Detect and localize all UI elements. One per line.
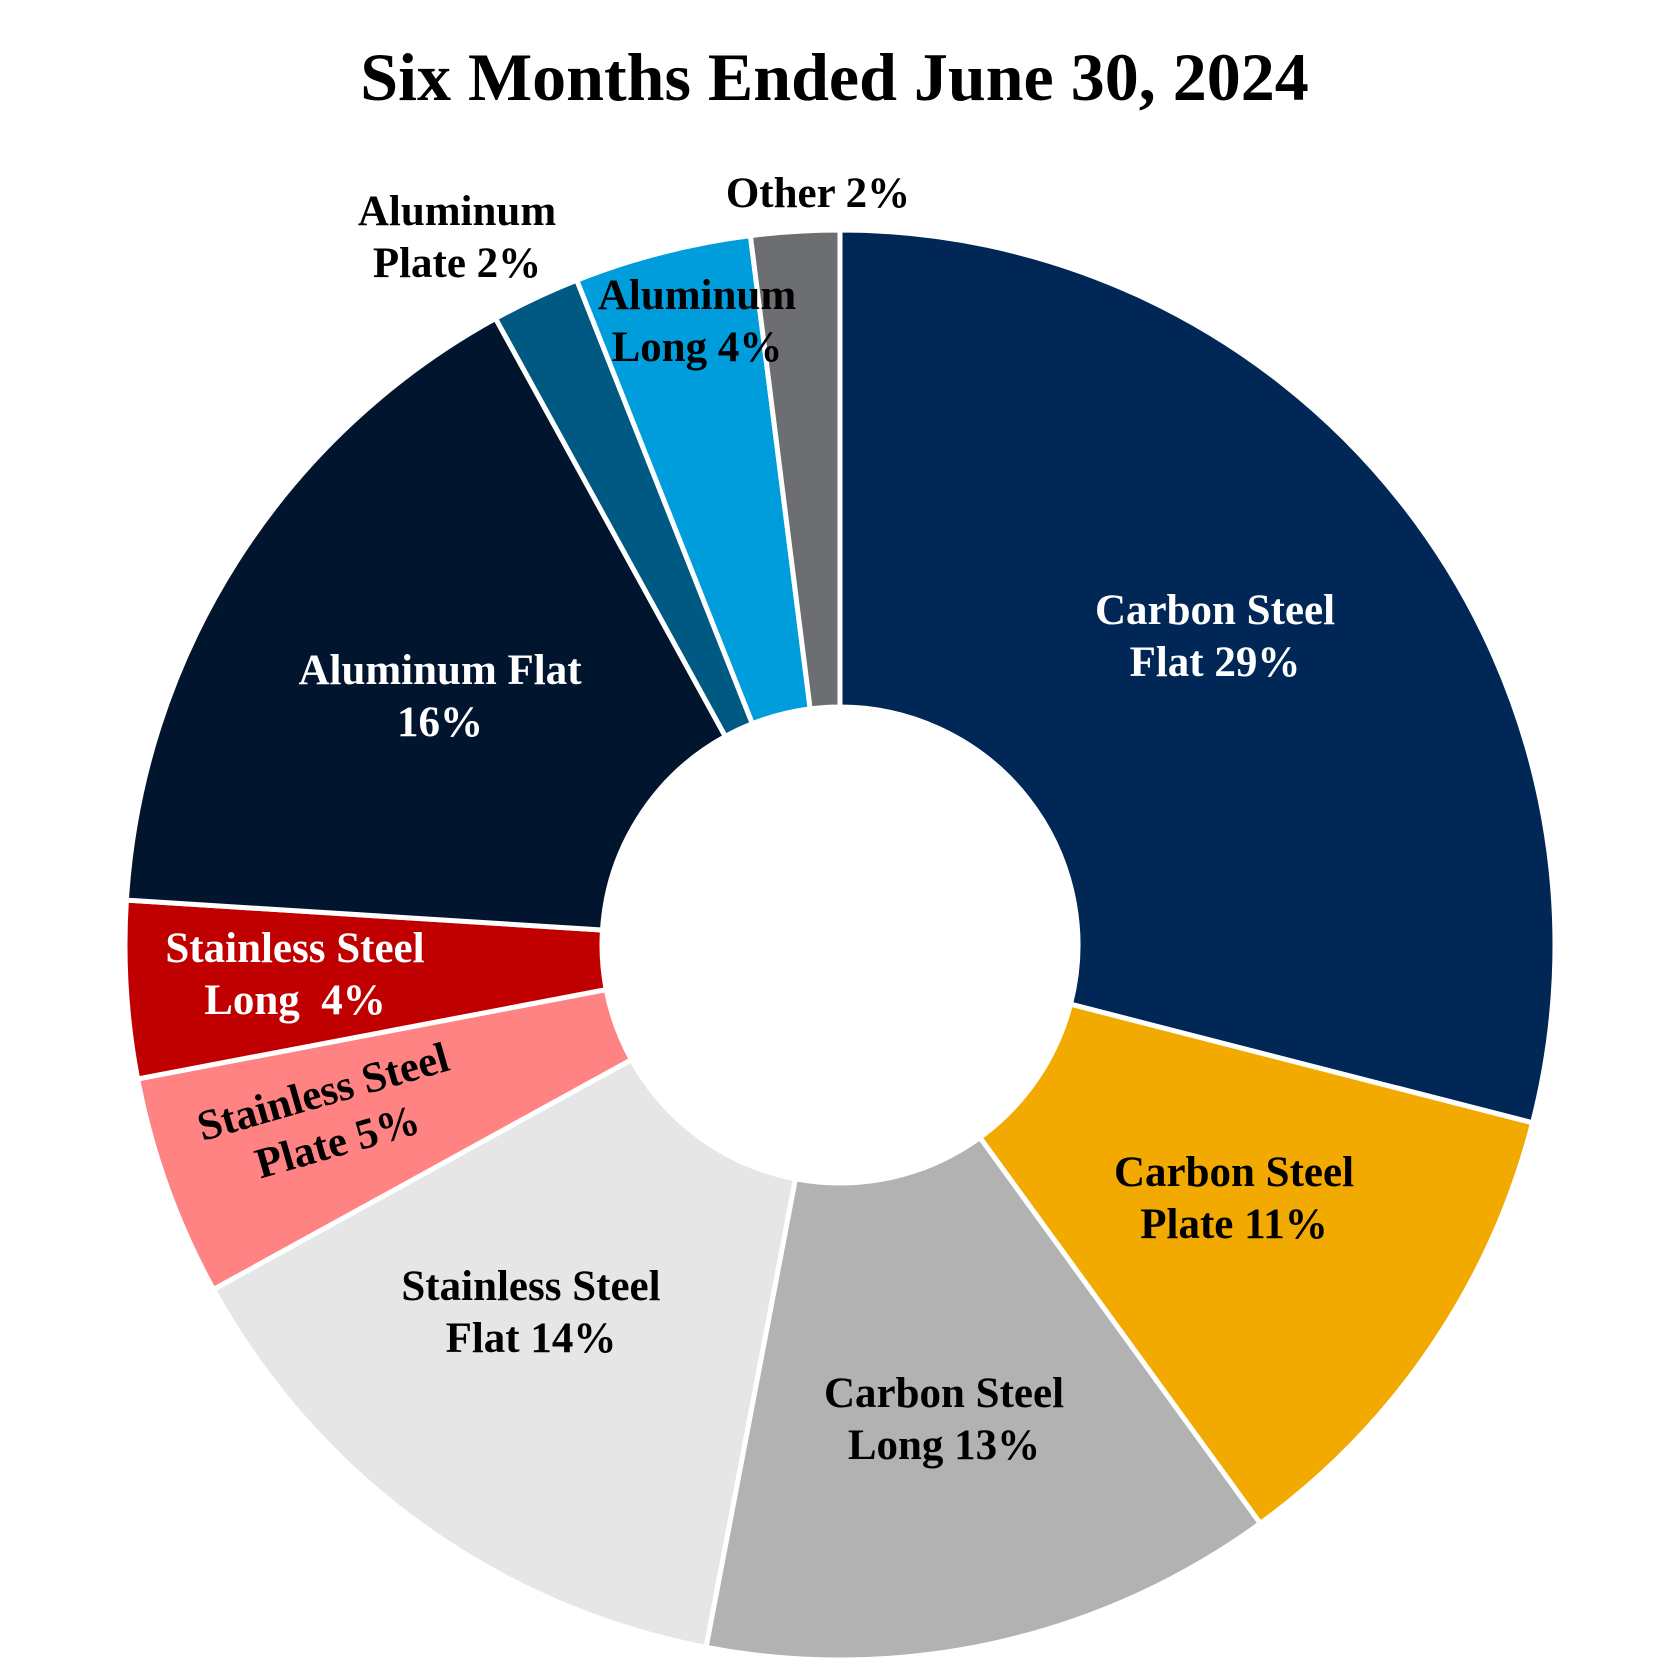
slice-label-line: Aluminum [598, 272, 797, 319]
donut-slice [134, 986, 635, 1293]
donut-slice [703, 1134, 1264, 1663]
slice-label-line: Aluminum Flat [298, 647, 582, 694]
slice-label: Carbon Steel Flat 29% [1095, 587, 1335, 686]
slice-label-line: 16% [397, 699, 483, 746]
donut-slice [123, 315, 729, 933]
donut-slice [837, 227, 1558, 1126]
slice-label-line: Carbon Steel [1114, 1149, 1354, 1196]
slice-label: Other 2% [726, 170, 910, 217]
slice-label-line: Stainless Steel [165, 925, 424, 972]
donut-slice [976, 1001, 1536, 1527]
slice-label-line: Plate 11% [1140, 1201, 1328, 1248]
slice-label: Carbon Steel Plate 11% [1114, 1149, 1354, 1248]
slice-label-line: Carbon Steel [1095, 587, 1335, 634]
slice-label-line: Flat 29% [1130, 639, 1301, 686]
slice-label-line: Aluminum [358, 188, 557, 235]
slice-label: Aluminum Plate 2% [358, 188, 557, 287]
slice-label-line: Long 13% [848, 1422, 1040, 1469]
slice-label-line: Flat 14% [446, 1315, 617, 1362]
slice-label-line: Other 2% [726, 170, 910, 217]
slices-layer [122, 227, 1558, 1663]
slice-label: Carbon Steel Long 13% [824, 1370, 1064, 1469]
slice-label-line: Long 4% [204, 977, 386, 1024]
slice-label-line: Long 4% [612, 324, 783, 371]
slice-label: Stainless Steel Flat 14% [401, 1263, 660, 1362]
slice-label-line: Plate 2% [373, 240, 541, 287]
slice-label-line: Carbon Steel [824, 1370, 1064, 1417]
slice-label-line: Stainless Steel [401, 1263, 660, 1310]
chart-title: Six Months Ended June 30, 2024 [360, 39, 1309, 115]
slice-label: Stainless Steel Long 4% [165, 925, 424, 1024]
slice-label: Aluminum Long 4% [598, 272, 797, 371]
donut-slice [210, 1056, 799, 1651]
donut-slice [747, 227, 843, 712]
slice-label: Aluminum Flat 16% [298, 647, 582, 746]
